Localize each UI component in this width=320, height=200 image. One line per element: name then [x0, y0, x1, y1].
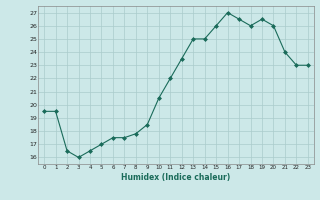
X-axis label: Humidex (Indice chaleur): Humidex (Indice chaleur) [121, 173, 231, 182]
